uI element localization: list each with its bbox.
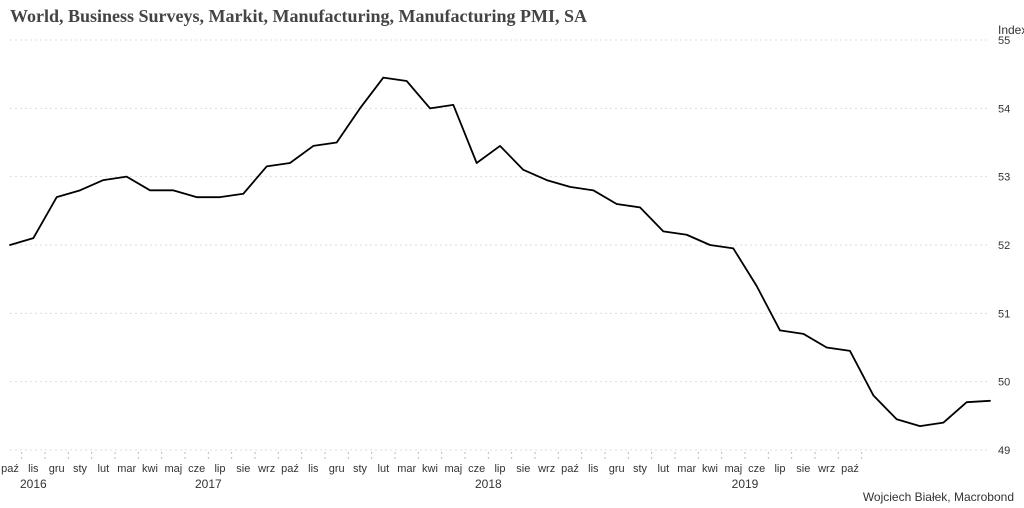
x-month-label: paź: [1, 463, 19, 475]
x-month-label: wrz: [257, 463, 275, 475]
x-month-label: paź: [561, 463, 579, 475]
y-tick-label: 52: [998, 240, 1010, 252]
x-month-label: sty: [633, 463, 648, 475]
x-month-label: lis: [28, 463, 39, 475]
x-month-label: lut: [98, 463, 110, 475]
x-month-label: sty: [73, 463, 88, 475]
x-month-label: sie: [796, 463, 810, 475]
x-month-label: paź: [281, 463, 299, 475]
x-month-label: lip: [494, 463, 505, 475]
x-month-label: mar: [397, 463, 416, 475]
x-month-label: paź: [841, 463, 859, 475]
x-month-label: mar: [677, 463, 696, 475]
x-month-label: lis: [308, 463, 319, 475]
chart-credit: Wojciech Białek, Macrobond: [863, 490, 1014, 504]
x-month-label: wrz: [817, 463, 835, 475]
x-year-label: 2016: [20, 477, 47, 491]
y-tick-label: 49: [998, 445, 1010, 457]
y-tick-label: 54: [998, 103, 1010, 115]
x-month-label: kwi: [142, 463, 158, 475]
x-month-label: sie: [236, 463, 250, 475]
x-month-label: gru: [49, 463, 65, 475]
y-axis-title: Index: [998, 23, 1024, 37]
y-tick-label: 50: [998, 377, 1010, 389]
chart-container: World, Business Surveys, Markit, Manufac…: [0, 0, 1024, 508]
x-month-label: lis: [588, 463, 599, 475]
x-month-label: lut: [378, 463, 390, 475]
x-month-label: gru: [609, 463, 625, 475]
x-month-label: kwi: [422, 463, 438, 475]
x-month-label: gru: [329, 463, 345, 475]
x-month-label: lut: [658, 463, 670, 475]
x-month-label: sty: [353, 463, 368, 475]
x-month-label: lip: [774, 463, 785, 475]
x-year-label: 2019: [732, 477, 759, 491]
x-month-label: sie: [516, 463, 530, 475]
x-month-label: lip: [214, 463, 225, 475]
x-month-label: maj: [724, 463, 742, 475]
x-year-label: 2017: [195, 477, 222, 491]
chart-svg: 49505152535455Indexpaźlisgrustylutmarkwi…: [0, 0, 1024, 508]
x-year-label: 2018: [475, 477, 502, 491]
x-month-label: cze: [468, 463, 485, 475]
x-month-label: maj: [444, 463, 462, 475]
x-month-label: wrz: [537, 463, 555, 475]
chart-title: World, Business Surveys, Markit, Manufac…: [10, 6, 587, 27]
x-month-label: cze: [748, 463, 765, 475]
y-tick-label: 51: [998, 308, 1010, 320]
x-month-label: maj: [164, 463, 182, 475]
x-month-label: mar: [117, 463, 136, 475]
y-tick-label: 53: [998, 172, 1010, 184]
x-month-label: cze: [188, 463, 205, 475]
x-month-label: kwi: [702, 463, 718, 475]
data-line: [10, 78, 990, 427]
